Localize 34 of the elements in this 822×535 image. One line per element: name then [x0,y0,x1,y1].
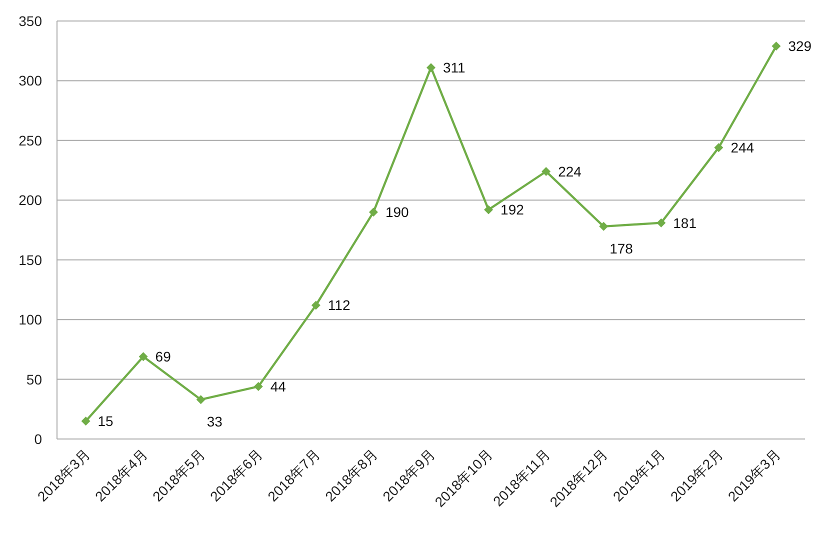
point [426,63,436,72]
point [656,218,666,228]
data-label: 178 [610,240,634,256]
point [368,208,378,217]
y-tick-label: 150 [18,252,42,268]
data-label: 69 [155,348,172,365]
y-tick-label: 0 [34,431,42,447]
y-tick-label: 100 [18,312,42,328]
y-tick-label: 300 [18,72,42,89]
data-label: 244 [730,140,754,156]
data-label: 44 [270,378,286,394]
data-label: 190 [385,204,410,220]
point [772,42,781,51]
data-label: 224 [558,163,582,180]
data-label: 329 [788,38,812,54]
point [311,300,320,310]
point [196,395,206,404]
data-label: 181 [673,214,697,231]
data-label: 311 [443,60,466,76]
data-label: 33 [206,414,223,430]
y-tick-label: 350 [18,13,42,29]
y-tick-label: 250 [18,132,42,148]
point [599,222,608,231]
point [254,382,263,391]
point [714,143,724,152]
data-label: 192 [500,202,524,218]
point [81,416,90,426]
point [484,205,494,214]
data-label: 112 [328,297,350,314]
point [542,166,551,176]
y-tick-label: 200 [18,192,42,208]
data-label: 15 [98,413,114,430]
y-tick-label: 50 [26,371,42,388]
point [138,352,148,362]
